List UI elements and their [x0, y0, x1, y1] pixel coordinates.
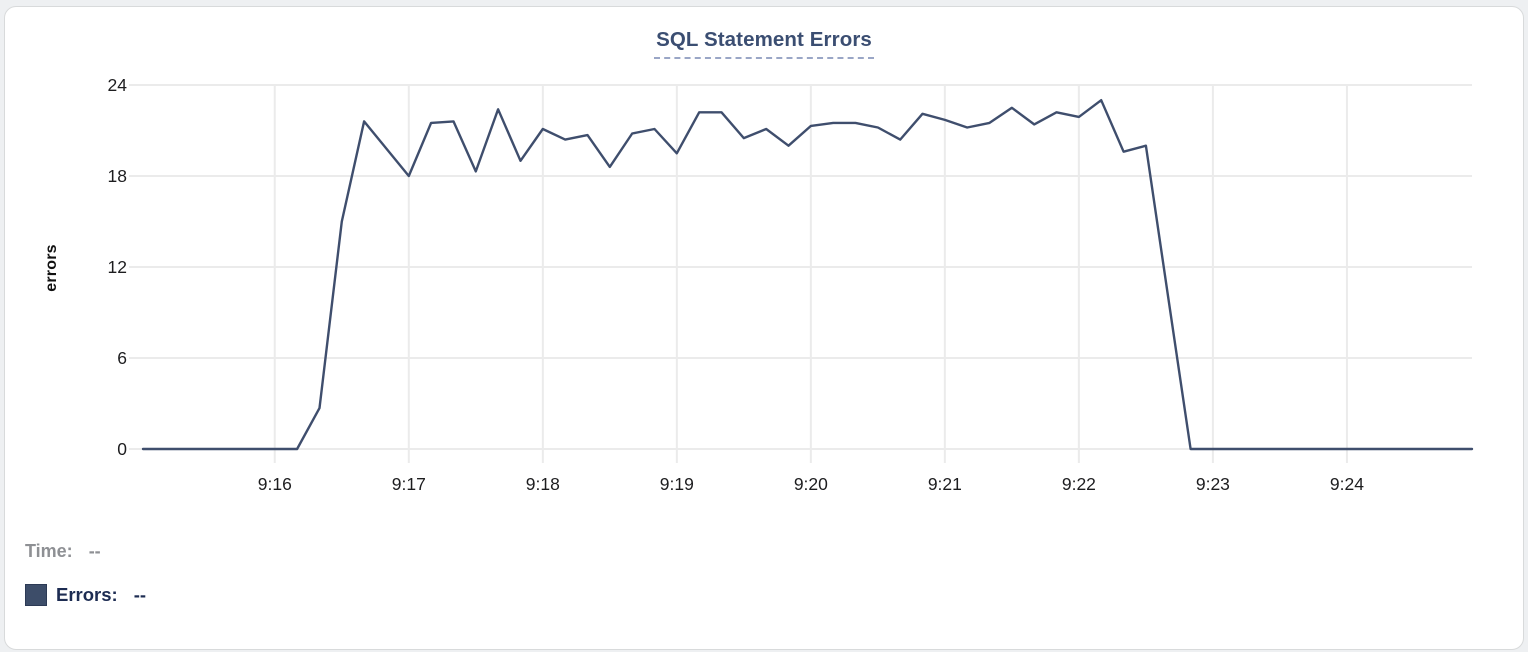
- x-tick-label: 9:17: [392, 474, 426, 494]
- legend-time-label: Time:: [25, 541, 73, 561]
- legend-time-value: --: [88, 541, 101, 561]
- legend-errors-label: Errors:: [56, 584, 118, 605]
- y-tick-label: 0: [117, 439, 127, 459]
- y-tick-label: 6: [117, 348, 127, 368]
- x-tick-label: 9:22: [1062, 474, 1096, 494]
- errors-series-line[interactable]: [141, 98, 1474, 451]
- y-tick-label: 12: [108, 257, 127, 277]
- x-tick-label: 9:19: [660, 474, 694, 494]
- legend-errors-value: --: [133, 584, 147, 605]
- x-tick-label: 9:21: [928, 474, 962, 494]
- legend-time-row: Time: --: [25, 541, 101, 562]
- errors-series-swatch: [25, 584, 47, 606]
- legend-errors-row[interactable]: Errors: --: [25, 584, 146, 606]
- x-tick-label: 9:24: [1330, 474, 1364, 494]
- x-tick-label: 9:23: [1196, 474, 1230, 494]
- x-tick-label: 9:16: [258, 474, 292, 494]
- x-tick-label: 9:20: [794, 474, 828, 494]
- chart-card: [4, 6, 1524, 650]
- y-tick-label: 24: [108, 75, 128, 95]
- x-tick-label: 9:18: [526, 474, 560, 494]
- chart-title[interactable]: SQL Statement Errors: [654, 28, 874, 59]
- errors-line-chart[interactable]: 0 6 12 18 24 9:16 9:17 9:18 9:19 9:20 9:21 9:22 9:23…: [0, 0, 1528, 520]
- chart-title-row: SQL Statement Errors: [0, 28, 1528, 59]
- y-tick-label: 18: [108, 166, 127, 186]
